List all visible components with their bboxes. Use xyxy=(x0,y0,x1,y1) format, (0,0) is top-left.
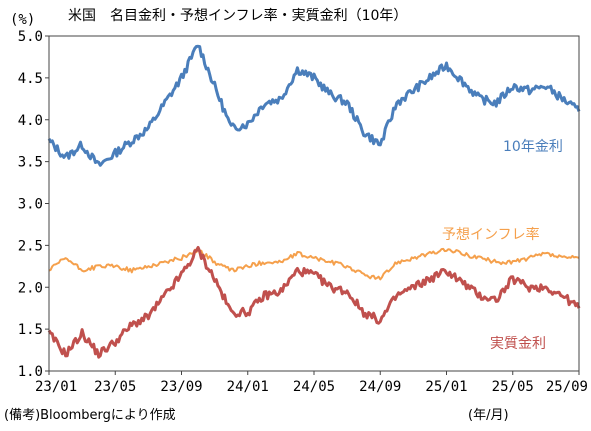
y-axis-ticks: 1.0 1.5 2.0 2.5 3.0 3.5 4.0 4.5 5.0 xyxy=(18,29,49,380)
y-tick-label: 3.5 xyxy=(18,155,43,171)
y-tick-label: 2.0 xyxy=(18,280,43,296)
y-tick-label: 4.0 xyxy=(18,113,43,129)
x-tick-label: 23/05 xyxy=(94,379,136,395)
series-label-nominal: 10年金利 xyxy=(503,139,563,155)
y-axis-unit: (%) xyxy=(10,12,35,28)
x-tick-label: 24/01 xyxy=(227,379,269,395)
y-tick-label: 1.0 xyxy=(18,364,43,380)
x-tick-label: 23/01 xyxy=(35,379,77,395)
y-tick-label: 1.5 xyxy=(18,322,43,338)
y-tick-label: 5.0 xyxy=(18,29,43,45)
x-axis-unit: (年/月) xyxy=(468,408,509,423)
x-axis-ticks: 23/01 23/05 23/09 24/01 24/05 24/09 25/01 25/05… xyxy=(35,371,588,395)
series-line-0 xyxy=(47,44,581,167)
source-note: (備考)Bloombergにより作成 xyxy=(4,407,176,423)
series-line-2 xyxy=(47,246,581,359)
y-tick-label: 2.5 xyxy=(18,238,43,254)
y-tick-label: 3.0 xyxy=(18,197,43,213)
x-tick-label: 24/05 xyxy=(293,379,335,395)
series-label-inflation: 予想インフレ率 xyxy=(442,226,540,243)
plot-lines xyxy=(47,44,581,359)
y-tick-label: 4.5 xyxy=(18,71,43,87)
x-tick-label: 25/01 xyxy=(425,379,467,395)
series-label-real: 実質金利 xyxy=(490,336,546,352)
series-line-1 xyxy=(48,247,580,281)
x-tick-label: 25/05 xyxy=(492,379,534,395)
x-tick-label: 23/09 xyxy=(160,379,202,395)
plot-frame xyxy=(48,35,580,372)
chart-title: 米国 名目金利・予想インフレ率・実質金利（10年） xyxy=(68,7,407,24)
x-tick-label: 24/09 xyxy=(359,379,401,395)
x-tick-label: 25/09 xyxy=(546,379,588,395)
